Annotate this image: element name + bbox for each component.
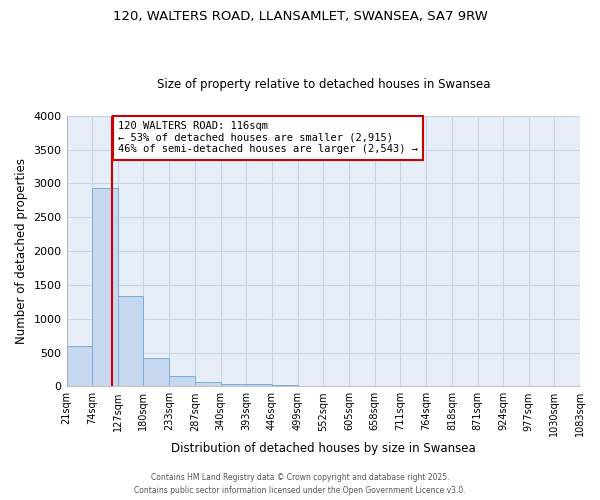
Text: 120, WALTERS ROAD, LLANSAMLET, SWANSEA, SA7 9RW: 120, WALTERS ROAD, LLANSAMLET, SWANSEA, …: [113, 10, 487, 23]
Bar: [221, 384, 247, 386]
Bar: [272, 385, 298, 386]
Text: Contains HM Land Registry data © Crown copyright and database right 2025.
Contai: Contains HM Land Registry data © Crown c…: [134, 474, 466, 495]
Bar: [118, 296, 143, 386]
Bar: [169, 376, 195, 386]
Title: Size of property relative to detached houses in Swansea: Size of property relative to detached ho…: [157, 78, 490, 91]
Bar: [67, 346, 92, 387]
Bar: [92, 188, 118, 386]
Y-axis label: Number of detached properties: Number of detached properties: [15, 158, 28, 344]
Text: 120 WALTERS ROAD: 116sqm
← 53% of detached houses are smaller (2,915)
46% of sem: 120 WALTERS ROAD: 116sqm ← 53% of detach…: [118, 121, 418, 154]
Bar: [195, 382, 221, 386]
Bar: [143, 358, 169, 386]
Bar: [247, 384, 272, 386]
X-axis label: Distribution of detached houses by size in Swansea: Distribution of detached houses by size …: [171, 442, 476, 455]
